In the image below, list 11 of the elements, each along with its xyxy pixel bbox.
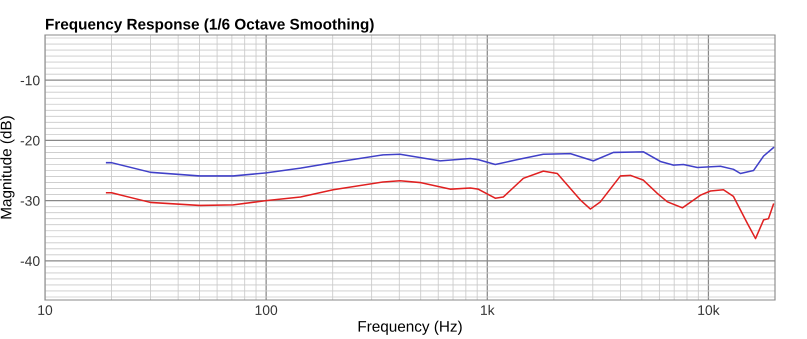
x-tick-label: 100 bbox=[256, 305, 278, 316]
x-tick-label: 10k bbox=[698, 304, 720, 316]
y-tick-label: -30 bbox=[20, 196, 40, 206]
y-axis-title: Magnitude (dB) bbox=[0, 116, 15, 218]
chart-title: Frequency Response (1/6 Octave Smoothing) bbox=[46, 18, 374, 33]
x-axis-title: Frequency (Hz) bbox=[358, 320, 462, 335]
y-tick-label: -20 bbox=[20, 136, 40, 146]
x-tick-label: 10 bbox=[38, 305, 52, 316]
y-tick-label: -10 bbox=[20, 76, 40, 86]
x-tick-label: 1k bbox=[481, 304, 495, 315]
y-tick-label: -40 bbox=[20, 256, 40, 266]
